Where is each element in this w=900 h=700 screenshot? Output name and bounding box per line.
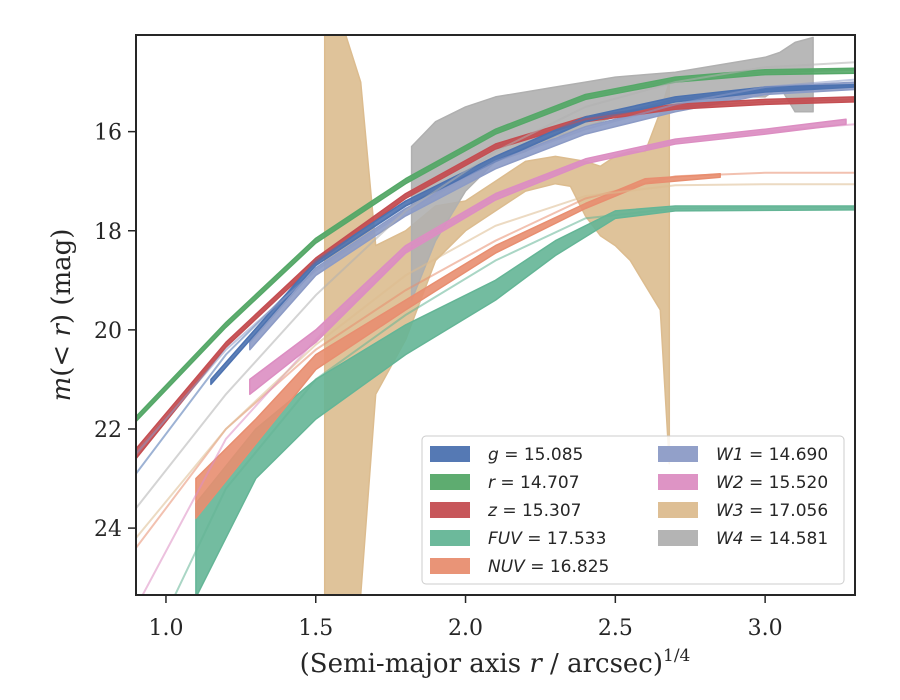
legend-label-z: z = 15.307 (487, 501, 581, 521)
legend-label-w4: W4 = 14.581 (716, 529, 828, 549)
band-fuv (195, 205, 855, 595)
legend-swatch-w1 (658, 446, 698, 462)
legend-label-g: g = 15.085 (488, 445, 583, 465)
y-axis-label: m(< r) (mag) (47, 229, 77, 402)
y-tick-label: 18 (94, 220, 122, 245)
legend-swatch-w3 (658, 502, 698, 518)
legend: g = 15.085 r = 14.707 z = 15.307 FUV = 17.5… (421, 435, 845, 585)
legend-frame (421, 435, 845, 585)
legend-label-fuv: FUV = 17.533 (488, 529, 606, 549)
model-curve-w1 (136, 78, 855, 455)
y-tick-label: 16 (94, 121, 122, 146)
legend-label-w3: W3 = 17.056 (716, 501, 828, 521)
y-tick-label: 20 (94, 319, 122, 344)
legend-label-nuv: NUV = 16.825 (488, 557, 609, 577)
model-curve-fuv (173, 206, 855, 595)
band-nuv (195, 173, 721, 519)
model-curve-r (136, 68, 855, 420)
legend-swatch-z (430, 502, 470, 518)
legend-swatch-fuv (430, 530, 470, 546)
x-tick-label: 1.5 (298, 616, 333, 641)
model-curve-z (136, 98, 855, 455)
legend-swatch-w4 (658, 530, 698, 546)
model-curves-layer (136, 61, 855, 595)
y-tick-label: 22 (94, 418, 122, 443)
x-tick-label: 2.0 (448, 616, 483, 641)
y-tick-label: 24 (94, 517, 122, 542)
legend-label-w2: W2 = 15.520 (716, 473, 828, 493)
plot-frame (135, 34, 856, 596)
x-axis-label: (Semi-major axis r / arcsec)1/4 (300, 646, 691, 679)
y-axis-ticks: 16 18 20 22 24 (94, 121, 136, 542)
legend-swatch-g (430, 446, 470, 462)
x-tick-label: 3.0 (748, 616, 783, 641)
legend-swatch-nuv (430, 558, 470, 574)
model-curve-w3 (136, 183, 855, 539)
x-tick-label: 1.0 (148, 616, 183, 641)
model-curve-nuv (136, 171, 855, 549)
model-curve-w2 (141, 123, 855, 595)
x-axis-ticks: 1.0 1.5 2.0 2.5 3.0 (148, 595, 783, 641)
legend-swatch-r (430, 474, 470, 490)
x-tick-label: 2.5 (598, 616, 633, 641)
legend-label-w1: W1 = 14.690 (716, 445, 828, 465)
model-curve-w4 (136, 61, 855, 509)
band-r (136, 67, 855, 423)
legend-label-r: r = 14.707 (488, 473, 580, 493)
legend-swatch-w2 (658, 474, 698, 490)
